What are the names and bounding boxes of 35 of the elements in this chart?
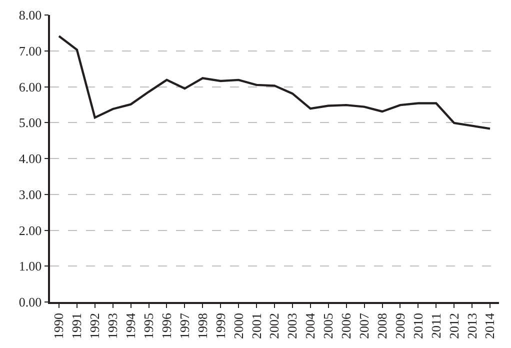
x-tick-label: 2012	[446, 312, 462, 339]
x-tick-label: 2007	[356, 312, 372, 339]
x-tick-label: 2014	[482, 312, 498, 339]
line-series	[58, 35, 492, 130]
y-tick-label: 4.00	[18, 151, 42, 166]
x-tick-label: 1999	[212, 312, 228, 339]
x-tick-label: 2001	[248, 312, 264, 339]
x-tick-label: 2009	[392, 312, 408, 339]
x-tick-label: 1993	[105, 312, 120, 339]
x-tick-label: 2005	[320, 312, 336, 339]
x-tick-label: 2002	[266, 312, 282, 339]
y-tick-label: 5.00	[18, 115, 42, 130]
y-tick-label: 3.00	[18, 186, 42, 202]
y-tick-label: 0.00	[18, 294, 42, 310]
x-tick-label: 1994	[123, 312, 138, 339]
x-tick-label: 2003	[284, 312, 300, 339]
x-tick-label: 2006	[338, 312, 354, 339]
x-tick-label: 2011	[428, 312, 444, 338]
y-tick-label: 1.00	[18, 258, 42, 274]
y-tick-label: 6.00	[18, 79, 42, 94]
x-tick-label: 2008	[374, 312, 390, 339]
x-tick-label: 2013	[464, 312, 480, 339]
x-tick-label: 1992	[87, 312, 102, 339]
x-tick-label: 1998	[194, 312, 210, 339]
x-tick-label: 2010	[410, 312, 426, 339]
y-tick-label: 2.00	[18, 222, 42, 238]
x-tick-label: 1996	[158, 312, 174, 339]
y-tick-label: 7.00	[18, 43, 42, 58]
x-tick-label: 1991	[69, 312, 84, 339]
x-tick-label: 1997	[176, 312, 192, 339]
x-tick-label: 2000	[230, 312, 246, 339]
x-tick-label: 2004	[302, 312, 318, 339]
x-tick-label: 1995	[141, 312, 156, 339]
x-tick-label: 1990	[51, 312, 66, 339]
y-tick-label: 8.00	[18, 8, 42, 23]
